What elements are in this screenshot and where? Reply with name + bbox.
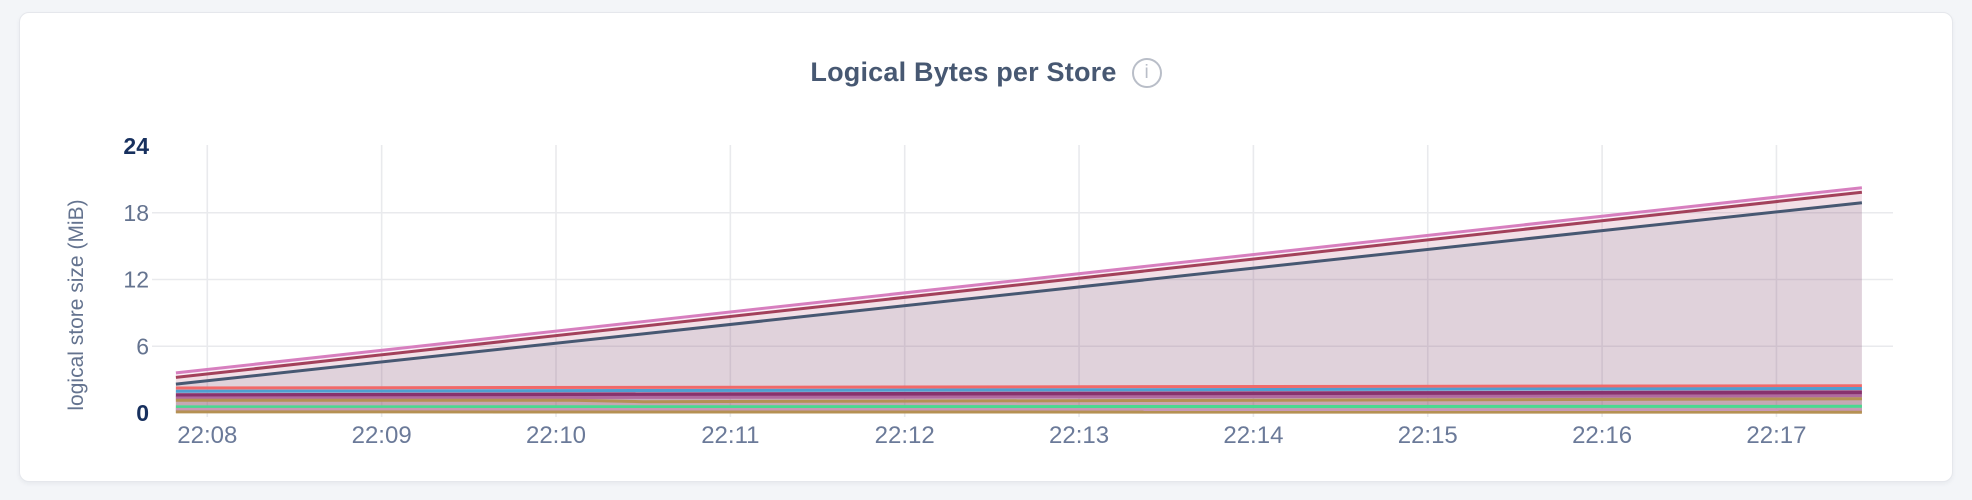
chart-header: Logical Bytes per Store i — [20, 57, 1952, 88]
chart-plot-area[interactable] — [152, 145, 1893, 417]
chart-title: Logical Bytes per Store — [810, 57, 1117, 87]
y-axis-title: logical store size (MiB) — [65, 199, 88, 411]
info-icon[interactable]: i — [1131, 57, 1162, 88]
